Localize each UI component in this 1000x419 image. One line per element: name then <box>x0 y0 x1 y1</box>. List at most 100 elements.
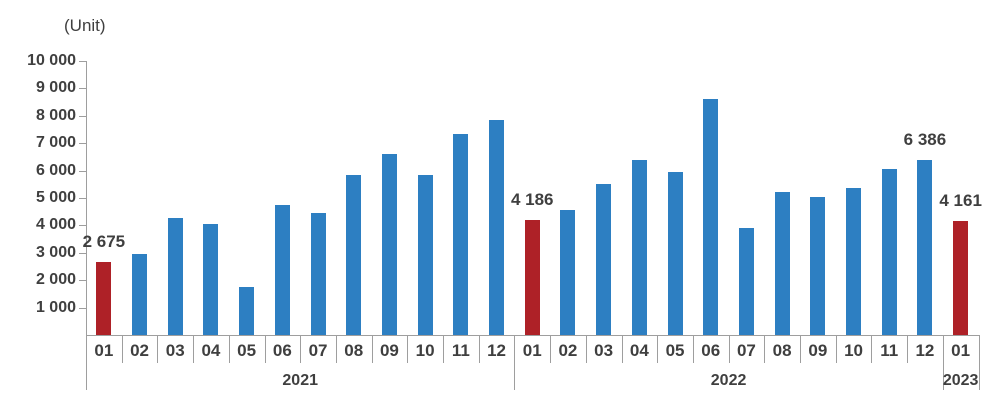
y-axis-tick-label: 6 000 <box>35 161 76 179</box>
bar-2021-10 <box>417 174 433 335</box>
bar-2023-01 <box>953 220 969 335</box>
y-axis-tick-mark <box>79 280 86 282</box>
year-separator-line <box>978 335 980 390</box>
bar-2021-11 <box>453 134 469 335</box>
bar-2021-06 <box>274 204 290 335</box>
bar-value-label-2023-01: 4 161 <box>939 190 982 210</box>
y-axis-tick-mark <box>79 225 86 227</box>
y-axis-tick-mark <box>79 61 86 62</box>
y-axis-unit-label: (Unit) <box>64 16 106 35</box>
month-separator-line <box>657 335 659 363</box>
bar-2022-08 <box>774 192 790 335</box>
x-axis-month-label-2021-07: 07 <box>308 341 328 360</box>
month-separator-line <box>907 335 909 363</box>
bar-2022-06 <box>703 98 719 335</box>
month-separator-line <box>728 335 730 363</box>
month-separator-line <box>371 335 373 363</box>
y-axis-tick-mark <box>79 143 86 145</box>
y-axis-tick-label: 8 000 <box>35 106 76 124</box>
x-axis-month-label-2021-11: 11 <box>451 341 470 360</box>
year-separator-line <box>86 335 87 390</box>
bar-2021-12 <box>489 120 505 335</box>
y-axis-tick-label: 1 000 <box>35 298 76 316</box>
y-axis-tick-label: 5 000 <box>35 189 76 206</box>
month-separator-line <box>157 335 159 363</box>
month-separator-line <box>478 335 480 363</box>
month-separator-line <box>585 335 587 363</box>
bar-value-label-2022-12: 6 386 <box>903 130 947 150</box>
x-axis-month-label-2022-03: 03 <box>594 341 614 360</box>
y-axis-tick-label: 9 000 <box>35 79 76 97</box>
x-axis-month-label-2022-12: 12 <box>915 341 935 360</box>
x-axis-month-label-2022-05: 05 <box>665 341 685 360</box>
y-axis-tick-mark <box>79 115 86 117</box>
month-separator-line <box>800 335 801 363</box>
bar-2022-04 <box>631 159 647 335</box>
month-separator-line <box>692 335 694 363</box>
x-axis-year-label-2022: 2022 <box>710 372 747 389</box>
month-separator-line <box>193 335 195 363</box>
month-separator-line <box>835 335 837 363</box>
x-axis-month-label-2022-11: 11 <box>880 341 899 360</box>
month-separator-line <box>621 335 623 363</box>
bar-2021-05 <box>239 287 255 335</box>
x-axis-line <box>86 335 980 336</box>
x-axis-month-label-2022-01: 01 <box>522 341 542 360</box>
bar-2021-09 <box>381 154 397 335</box>
bar-2022-01 <box>524 220 540 335</box>
month-separator-line <box>300 335 302 363</box>
x-axis-year-label-2023: 2023 <box>942 372 979 389</box>
bar-2021-08 <box>346 174 362 335</box>
x-axis-month-label-2021-01: 01 <box>94 341 114 360</box>
bar-2021-01 <box>96 261 112 335</box>
month-separator-line <box>335 335 337 363</box>
bar-2022-05 <box>667 171 683 335</box>
x-axis-month-label-2022-06: 06 <box>701 341 721 360</box>
x-axis-month-label-2021-06: 06 <box>272 341 292 360</box>
bar-2022-11 <box>881 168 897 335</box>
x-axis-month-label-2022-02: 02 <box>558 341 578 360</box>
x-axis-month-label-2021-02: 02 <box>130 341 149 360</box>
y-axis-tick-label: 10 000 <box>27 52 76 69</box>
bar-2022-10 <box>846 188 862 335</box>
x-axis-month-label-2021-10: 10 <box>415 341 435 360</box>
bar-2022-07 <box>738 228 754 335</box>
month-separator-line <box>764 335 766 363</box>
y-axis-tick-label: 4 000 <box>35 216 76 234</box>
y-axis-tick-label: 3 000 <box>35 243 76 261</box>
y-axis-tick-mark <box>79 252 86 254</box>
bar-2021-02 <box>132 254 148 335</box>
x-axis-year-label-2021: 2021 <box>282 372 318 389</box>
bar-2021-07 <box>310 212 326 335</box>
x-axis-month-label-2021-03: 03 <box>165 341 185 360</box>
x-axis-month-label-2022-09: 09 <box>808 341 828 360</box>
bar-2022-12 <box>917 160 933 335</box>
x-axis-month-label-2021-04: 04 <box>201 341 221 360</box>
y-axis-line <box>86 61 87 335</box>
month-separator-line <box>228 335 230 363</box>
year-separator-line <box>514 335 516 390</box>
bar-2021-03 <box>167 218 183 335</box>
x-axis-month-label-2022-08: 08 <box>772 341 792 360</box>
bar-2022-02 <box>560 209 576 335</box>
y-axis-tick-label: 2 000 <box>35 271 76 289</box>
bar-2021-04 <box>203 223 219 335</box>
y-axis-tick-mark <box>79 88 86 90</box>
month-separator-line <box>407 335 409 363</box>
x-axis-month-label-2023-01: 01 <box>951 341 971 360</box>
year-separator-line <box>942 335 944 390</box>
y-axis-tick-mark <box>79 198 86 199</box>
x-axis-month-label-2021-08: 08 <box>344 341 364 360</box>
x-axis-month-label-2022-07: 07 <box>736 341 756 360</box>
x-axis-month-label-2022-10: 10 <box>844 341 863 360</box>
month-separator-line <box>871 335 873 363</box>
bar-2022-03 <box>596 184 612 335</box>
month-separator-line <box>550 335 552 363</box>
y-axis-tick-label: 7 000 <box>35 134 76 152</box>
x-axis-month-label-2021-09: 09 <box>379 341 399 360</box>
bar-value-label-2021-01: 2 675 <box>82 231 126 251</box>
month-separator-line <box>121 335 123 363</box>
month-separator-line <box>264 335 266 363</box>
y-axis-tick-mark <box>79 307 86 309</box>
